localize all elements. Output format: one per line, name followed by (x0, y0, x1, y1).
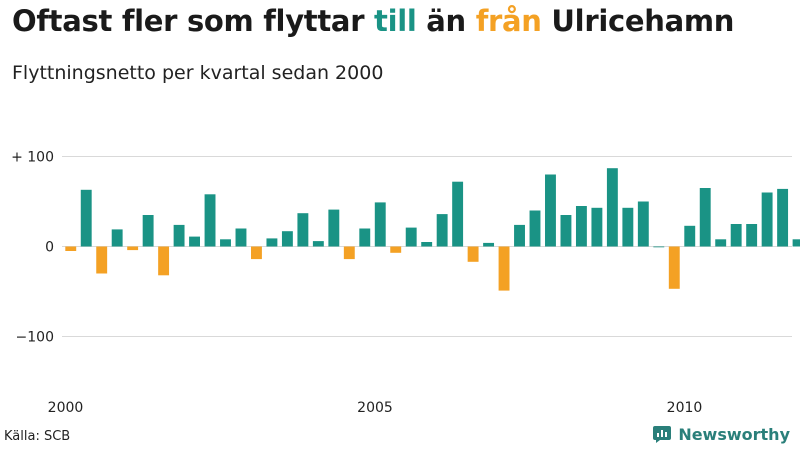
title-part-1: Oftast fler som flyttar (12, 4, 374, 38)
brand-name: Newsworthy (678, 424, 790, 444)
newsworthy-logo-icon (653, 426, 672, 443)
bar (343, 246, 355, 260)
bar (792, 239, 800, 247)
bar (80, 189, 92, 247)
y-tick-label: −100 (16, 330, 54, 346)
bar (777, 188, 789, 247)
bar (235, 228, 247, 247)
bar (452, 181, 464, 247)
bar (220, 239, 231, 247)
title-part-3: Ulricehamn (541, 4, 735, 38)
bar (498, 246, 510, 291)
source-note: Källa: SCB (4, 429, 71, 444)
bar (189, 236, 200, 247)
bar (529, 210, 541, 247)
bar (467, 246, 479, 262)
bar (281, 231, 293, 247)
bar (297, 213, 309, 247)
chart-title: Oftast fler som flyttar till än från Ulr… (12, 4, 734, 38)
bar (668, 246, 680, 289)
bar (436, 214, 448, 247)
y-tick-label: 0 (45, 240, 54, 256)
bar (560, 215, 572, 247)
bar (730, 224, 742, 247)
bar (312, 241, 324, 247)
bar (699, 188, 711, 247)
x-tick-label: 2005 (357, 400, 393, 416)
x-tick-label: 2010 (667, 400, 703, 416)
bar (591, 207, 603, 247)
bar (173, 224, 185, 247)
x-tick-label: 2000 (48, 400, 84, 416)
bar (204, 194, 216, 247)
x-axis-labels: 20002005201020152020 (48, 400, 703, 416)
bar (251, 246, 262, 260)
bar (653, 246, 665, 248)
bar (545, 174, 556, 247)
bar (266, 238, 278, 247)
bar (127, 246, 139, 251)
bar (142, 215, 154, 247)
bar (761, 192, 773, 247)
bar (715, 239, 727, 247)
bar (111, 229, 123, 247)
bar (483, 242, 495, 247)
bar (96, 246, 108, 274)
bar (405, 227, 417, 247)
chart-subtitle: Flyttningsnetto per kvartal sedan 2000 (12, 62, 384, 84)
title-part-2: än (416, 4, 476, 38)
title-word-out: från (475, 4, 542, 38)
bar (390, 246, 402, 253)
bar-series (65, 168, 800, 291)
brand: Newsworthy (652, 424, 790, 444)
bar (637, 201, 649, 247)
bar (622, 207, 634, 247)
bar (65, 246, 77, 251)
bar (359, 228, 371, 247)
y-axis-labels: + 100 0 −100 (11, 150, 54, 346)
bar (746, 224, 758, 247)
bar (514, 224, 525, 247)
bar (606, 168, 618, 247)
bar (684, 225, 696, 247)
bar (328, 209, 340, 247)
bar (158, 246, 170, 276)
bar (374, 202, 386, 247)
bar (421, 242, 433, 247)
y-tick-label: + 100 (11, 150, 54, 166)
title-word-in: till (374, 4, 417, 38)
bar (575, 206, 587, 247)
